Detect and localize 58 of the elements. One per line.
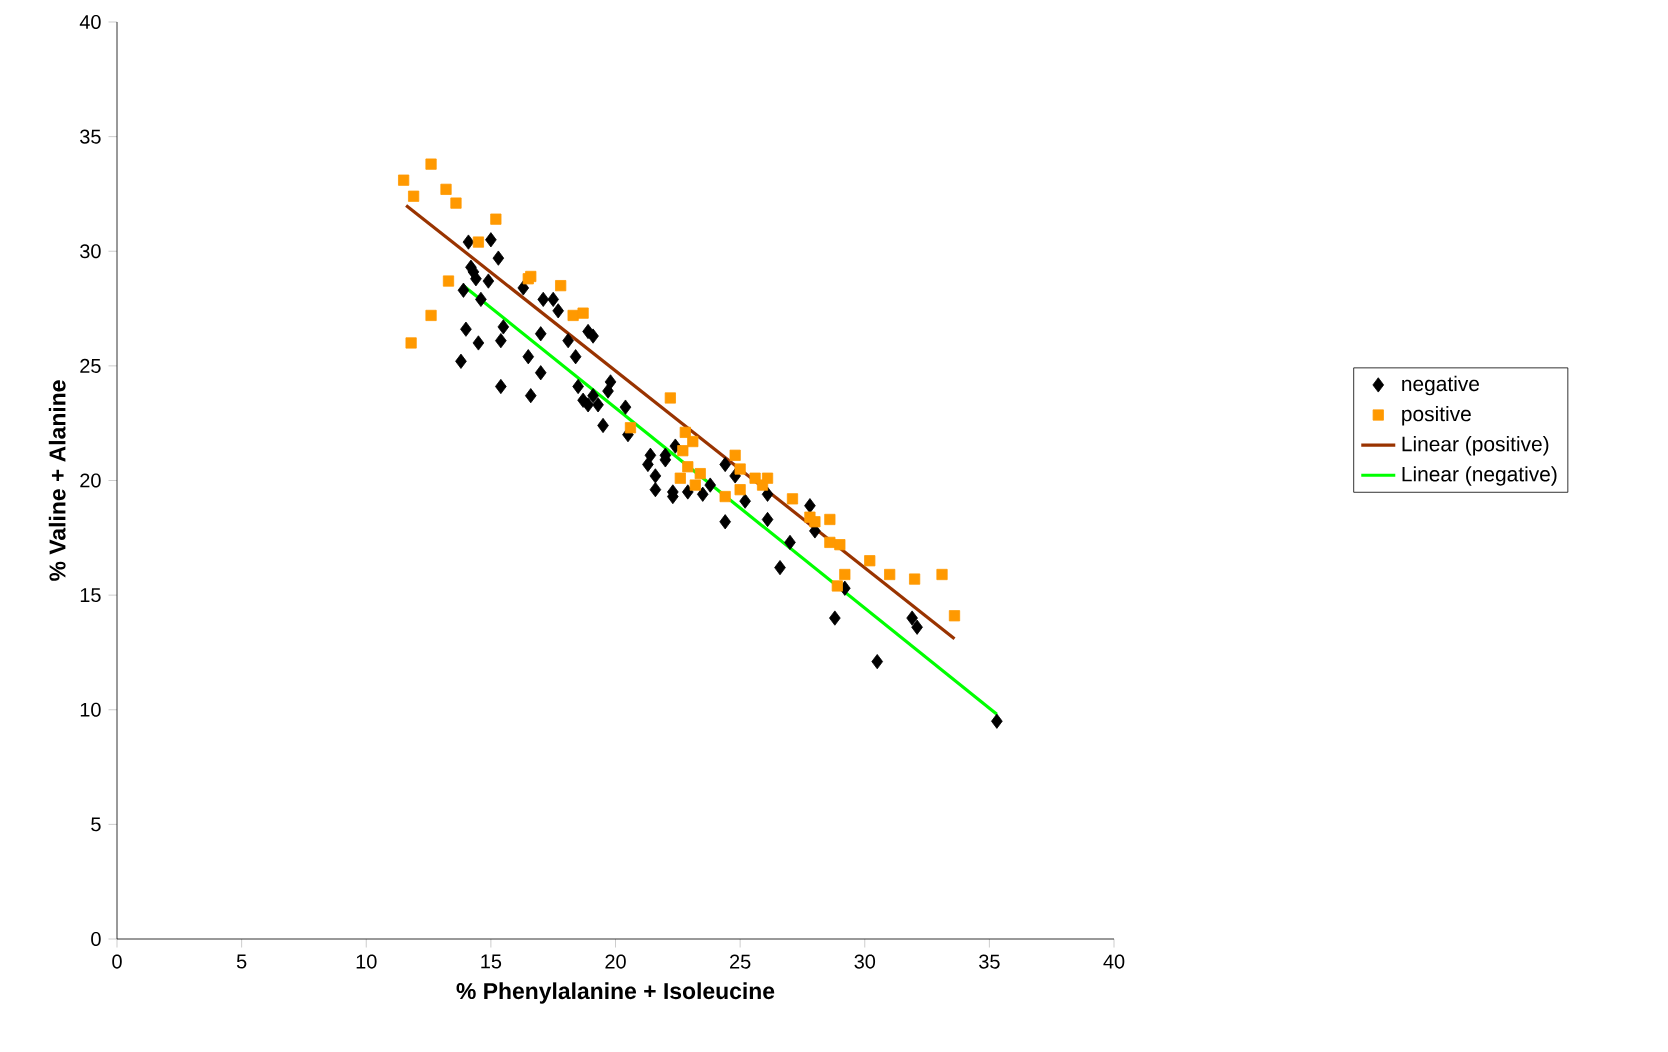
y-axis-title: % Valine + Alanine	[48, 380, 66, 581]
point	[761, 472, 774, 484]
y-tick-label: 30	[80, 244, 101, 259]
point	[674, 472, 686, 484]
point	[834, 539, 846, 551]
x-tick-label: 25	[730, 954, 751, 969]
point	[405, 337, 417, 349]
point	[450, 197, 462, 209]
point	[425, 158, 437, 170]
y-tick-label: 10	[80, 702, 101, 717]
y-tick-label: 35	[80, 129, 101, 144]
point	[839, 568, 851, 581]
legend-label: Linear (positive)	[1402, 436, 1549, 456]
y-tick-label: 0	[91, 931, 101, 947]
point	[689, 479, 701, 491]
point	[555, 280, 567, 292]
point	[936, 568, 948, 581]
point	[425, 309, 437, 322]
point	[719, 490, 731, 503]
y-tick-label: 40	[79, 14, 101, 30]
x-tick-label: 20	[605, 954, 626, 969]
point	[664, 392, 676, 404]
x-axis-title: % Phenylalanine + Isoleucine	[456, 982, 775, 1004]
legend-label: positive	[1402, 405, 1471, 426]
point	[884, 568, 896, 581]
point	[729, 449, 741, 461]
x-tick-label: 10	[356, 954, 377, 969]
point	[948, 610, 961, 622]
point	[734, 484, 746, 496]
point	[909, 573, 921, 585]
legend-label: Linear (negative)	[1402, 466, 1557, 486]
point	[679, 426, 691, 438]
point	[567, 309, 579, 322]
x-tick-label: 5	[236, 954, 247, 969]
point	[682, 461, 694, 473]
point	[824, 536, 836, 548]
x-tick-label: 30	[854, 954, 876, 969]
point	[472, 236, 484, 248]
point	[490, 213, 502, 225]
point	[398, 174, 410, 186]
point	[442, 275, 455, 287]
point	[440, 183, 452, 195]
x-tick-label: 15	[481, 954, 502, 969]
point	[786, 493, 799, 505]
point	[864, 555, 876, 567]
point	[408, 190, 420, 202]
x-tick-label: 35	[979, 954, 1000, 969]
y-tick-label: 20	[80, 473, 101, 488]
point	[577, 307, 589, 319]
y-tick-label: 15	[80, 588, 101, 603]
legend-label: negative	[1402, 375, 1479, 396]
y-tick-label: 5	[91, 817, 101, 832]
point	[687, 435, 699, 448]
point	[694, 468, 706, 480]
y-tick-label: 25	[80, 358, 101, 373]
x-tick-label: 40	[1103, 954, 1125, 969]
point	[824, 513, 836, 526]
x-tick-label: 0	[112, 954, 122, 969]
